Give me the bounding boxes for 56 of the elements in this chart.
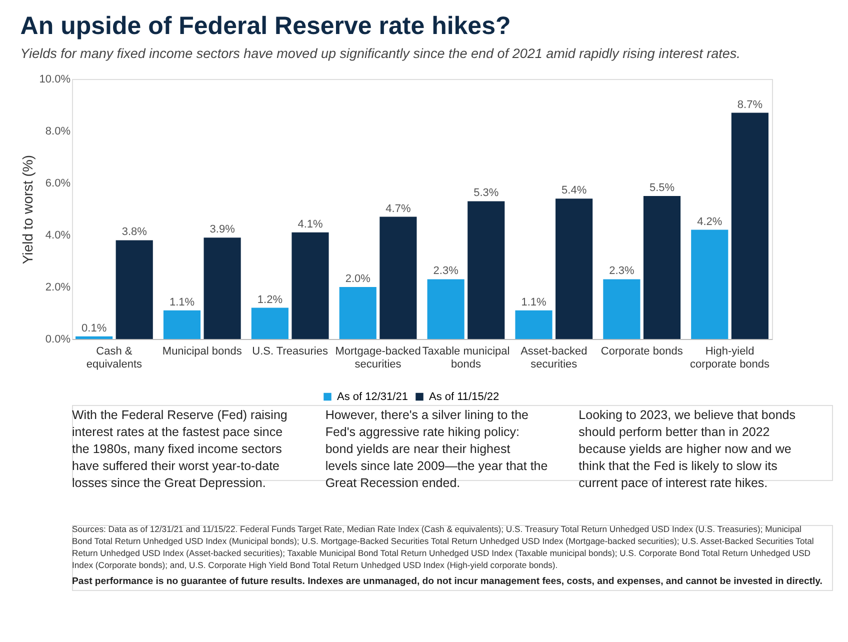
bar — [76, 336, 113, 339]
y-tick-label: 8.0% — [45, 126, 71, 138]
bar — [731, 112, 768, 339]
y-tick-label: 6.0% — [45, 178, 71, 190]
x-tick-label: U.S. Treasuries — [252, 346, 328, 358]
bar — [116, 240, 153, 339]
data-label: 5.3% — [474, 187, 499, 200]
x-tick-label: Corporate bonds — [600, 346, 684, 358]
y-tick-label: 10.0% — [39, 74, 71, 86]
data-label: 8.7% — [737, 98, 763, 111]
bar — [691, 230, 728, 339]
x-tick-label: High-yield corporate bonds — [690, 346, 770, 370]
y-tick-label: 4.0% — [45, 230, 71, 242]
text: Past performance is no guarantee of future results. Indexes are unmanaged, do not incur management fees, costs, and expenses, and cannot be invested in directly. — [72, 576, 822, 587]
data-label: 4.2% — [697, 216, 722, 228]
bar — [603, 279, 640, 339]
data-label: 1.1% — [169, 296, 195, 308]
chart-title: An upside of Federal Reserve rate hikes? — [20, 12, 511, 40]
x-tick-label: Asset-backed securities — [520, 346, 588, 370]
data-label: 4.1% — [298, 218, 323, 230]
data-label: 2.3% — [609, 265, 634, 278]
data-label: 1.2% — [257, 294, 283, 306]
x-tick-label: Mortgage-backed securities — [335, 346, 421, 370]
bar — [468, 201, 505, 339]
data-label: 5.5% — [649, 182, 675, 194]
bar — [339, 287, 376, 339]
data-label: 1.1% — [521, 296, 547, 308]
data-label: 3.9% — [210, 224, 236, 236]
bar — [556, 198, 593, 339]
y-axis-title: Yield to worst (%) — [19, 154, 36, 264]
legend-label: As of 12/31/21 — [337, 390, 408, 403]
bar — [204, 238, 241, 339]
data-label: 2.3% — [433, 265, 459, 278]
bar — [380, 216, 417, 339]
data-label: 4.7% — [386, 202, 411, 215]
bar — [292, 232, 329, 339]
bar — [163, 310, 201, 339]
data-label: 3.8% — [122, 226, 148, 238]
bar — [427, 279, 464, 339]
data-label: 2.0% — [345, 273, 371, 285]
chart-subtitle: Yields for many fixed income sectors have moved up significantly since the end of 2021 amid rapidly rising interest rates. — [20, 46, 740, 61]
bar — [251, 308, 288, 339]
y-tick-label: 0.0% — [45, 334, 71, 346]
x-tick-label: Cash & equivalents — [86, 346, 143, 370]
data-label: 0.1% — [82, 322, 107, 334]
text: However, there's a silver lining to the Fed's aggressive rate hiking policy: bond yields are near their highest levels since late 2009—the year that the Great Recession ended. — [325, 408, 548, 490]
text: Looking to 2023, we believe that bonds should perform better than in 2022 because yields are higher now and we think that the Fed is likely to slow its current pace of interest rate hikes. — [578, 408, 796, 490]
bar — [643, 196, 681, 339]
y-tick-label: 2.0% — [45, 282, 71, 294]
text: With the Federal Reserve (Fed) raising interest rates at the fastest pace since the 1980s, many fixed income sectors have suffered their worst year-to-date losses since the Great Depression. — [72, 408, 288, 490]
x-tick-label: Taxable municipal bonds — [422, 346, 510, 370]
bar — [515, 310, 552, 339]
source-note: Sources: Data as of 12/31/21 and 11/15/22. Federal Funds Target Rate, Median Rate Index (Cash & equivalents); U.S. Treasury Total Return Unhedged USD Index (U.S. Treasuries); Municipal Bond Total Return Unhedged USD Index (Municipal bonds); U.S. Mortgage-Backed Securities Total Return Unhedged USD Index (Mortgage-backed securities); U.S. Asset-Backed Securities Total Return Unhedged USD Index (Asset-backed securities); Taxable Municipal Bond Total Return Unhedged USD Index (Taxable municipal bonds); U.S. Corporate Bond Total Return Unhedged USD Index (Corporate bonds); and, U.S. Corporate High Yield Bond Total Return Unhedged USD Index (High-yield corporate bonds). — [72, 524, 814, 570]
data-label: 5.4% — [562, 184, 587, 197]
x-tick-label: Municipal bonds — [162, 346, 242, 358]
legend-label: As of 11/15/22 — [429, 390, 500, 403]
